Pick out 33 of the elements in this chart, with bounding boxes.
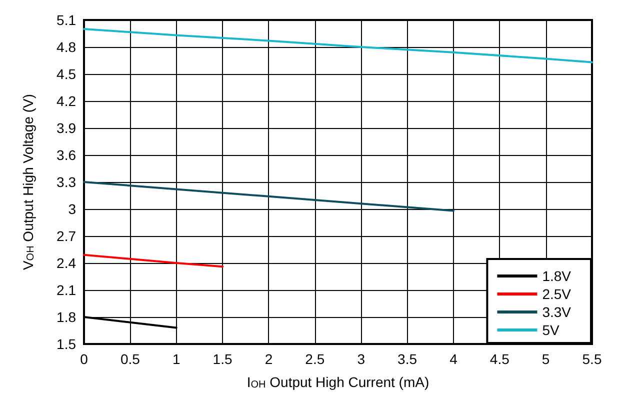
x-tick-label: 2.5 (305, 351, 325, 367)
x-tick-label: 1.5 (212, 351, 232, 367)
x-tick-label: 5.5 (582, 351, 602, 367)
y-tick-label: 3.3 (56, 174, 76, 190)
y-tick-label: 4.8 (56, 39, 76, 55)
x-tick-label: 4 (450, 351, 458, 367)
line-series (83, 28, 593, 64)
x-tick-label: 3 (357, 351, 366, 367)
y-axis-title: VOH Output High Voltage (V) (20, 94, 36, 270)
y-tick-label: 3 (68, 201, 76, 217)
legend-label: 1.8V (542, 268, 572, 284)
x-tick-label: 5 (542, 351, 550, 367)
legend-label: 5V (542, 322, 560, 338)
x-tick-label: 4.5 (490, 351, 510, 367)
y-tick-label: 5.1 (56, 12, 76, 28)
y-tick-label: 2.1 (56, 282, 76, 298)
line-series (83, 181, 454, 212)
legend-label: 3.3V (542, 304, 572, 320)
x-tick-label: 3.5 (398, 351, 418, 367)
x-tick-label: 1 (172, 351, 180, 367)
y-tick-label: 3.9 (56, 120, 76, 136)
legend-label: 2.5V (542, 286, 572, 302)
x-tick-label: 0 (80, 351, 88, 367)
y-tick-label: 4.5 (56, 66, 76, 82)
y-tick-label: 1.5 (56, 336, 76, 352)
x-tick-label: 0.5 (120, 351, 140, 367)
y-tick-label: 3.6 (56, 147, 76, 163)
x-axis-title: IOH Output High Current (mA) (246, 374, 430, 390)
y-tick-label: 4.2 (56, 93, 76, 109)
y-tick-label: 2.4 (56, 255, 76, 271)
x-tick-label: 2 (264, 351, 273, 367)
y-tick-label: 1.8 (56, 309, 76, 325)
y-tick-label: 2.7 (56, 228, 76, 244)
